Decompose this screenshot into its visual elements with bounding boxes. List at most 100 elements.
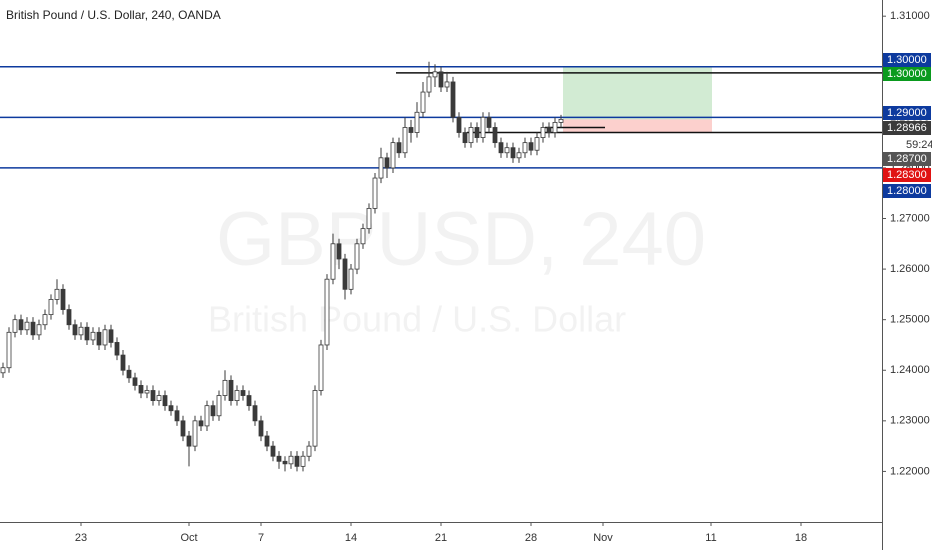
watermark: GBPUSD, 240 (216, 197, 706, 282)
candle-body (510, 147, 516, 159)
candle-body (84, 326, 90, 341)
hline-label-box (883, 106, 931, 120)
candle-body (504, 147, 510, 154)
target-zone (563, 66, 712, 120)
watermark-subtitle: British Pound / U.S. Dollar (208, 299, 626, 340)
candle-body (534, 137, 540, 151)
last-price-label-box (883, 121, 931, 135)
x-tick-label: 28 (525, 532, 537, 544)
candle-body (144, 390, 150, 394)
candle-body (246, 395, 252, 407)
x-tick-label: 11 (705, 532, 716, 544)
candle-body (516, 152, 522, 159)
target-label-box (883, 67, 931, 81)
candle-body (498, 142, 504, 154)
candle-body (522, 142, 528, 154)
candle-body (138, 385, 144, 394)
candle-body (450, 81, 456, 118)
candle-body (120, 354, 126, 371)
candle-body (558, 118, 564, 123)
candle-body (96, 331, 102, 346)
trend-label-box (883, 152, 931, 166)
countdown-box (883, 138, 931, 152)
candle-body (258, 420, 264, 437)
candle-body (102, 329, 108, 346)
candle-body (216, 395, 222, 417)
candle-body (414, 111, 420, 133)
stop-label-box (883, 168, 931, 182)
candle-body (282, 460, 288, 465)
y-tick-label: 1.26000 (890, 263, 930, 275)
candle-body (72, 324, 78, 336)
candle-body (306, 445, 312, 457)
candle-body (426, 76, 432, 93)
candle-body (204, 405, 210, 427)
candle-body (36, 324, 42, 336)
hline-label: 1.29000 (887, 107, 927, 119)
candle-body (234, 390, 240, 402)
candle-body (360, 228, 366, 245)
candle-body (264, 435, 270, 447)
candle-body (174, 410, 180, 422)
chart-title: British Pound / U.S. Dollar, 240, OANDA (6, 8, 221, 22)
candle-body (6, 331, 12, 369)
candle-body (156, 395, 162, 402)
candle-body (552, 122, 558, 133)
candle-body (312, 390, 318, 447)
trend-label: 1.28700 (887, 153, 927, 165)
candle-body (468, 127, 474, 144)
candle-body (378, 157, 384, 179)
candle-body (486, 116, 492, 128)
candle-body (480, 116, 486, 138)
countdown: 59:24 (906, 139, 932, 151)
candle-body (438, 71, 444, 88)
candle-body (126, 369, 132, 379)
x-tick-label: 21 (435, 532, 447, 544)
candle-body (528, 142, 534, 151)
candle-body (420, 91, 426, 113)
candle-body (180, 420, 186, 437)
candle-body (474, 127, 480, 138)
candle-body (18, 319, 24, 331)
candle-body (276, 455, 282, 462)
candle-body (132, 377, 138, 386)
y-tick-label: 1.25000 (890, 314, 930, 326)
candle-body (390, 142, 396, 169)
last-price-label: 1.28966 (887, 122, 927, 134)
candle-body (198, 420, 204, 427)
candle-body (42, 314, 48, 326)
x-tick-label: 18 (795, 532, 807, 544)
y-tick-label: 1.31000 (890, 10, 930, 22)
candle-body (372, 177, 378, 209)
candle-body (60, 288, 66, 310)
candle-body (342, 258, 348, 290)
candle-body (462, 132, 468, 144)
candle-body (432, 71, 438, 78)
x-tick-label: 14 (345, 532, 357, 544)
candle-body (336, 243, 342, 260)
candle-body (30, 321, 36, 336)
candle-body (366, 207, 372, 230)
target-label: 1.30000 (887, 68, 927, 80)
hline-label: 1.28000 (887, 185, 927, 197)
candle-body (402, 127, 408, 154)
y-tick-label: 1.24000 (890, 364, 930, 376)
candle-body (240, 390, 246, 396)
candle-body (114, 342, 120, 356)
candle-body (210, 405, 216, 417)
candle-body (12, 319, 18, 333)
candle-body (270, 445, 276, 457)
candle-body (324, 278, 330, 346)
hline-label: 1.30000 (887, 54, 927, 66)
y-tick-label: 1.22000 (890, 465, 930, 477)
candle-body (294, 455, 300, 467)
candle-body (150, 390, 156, 402)
candle-body (384, 157, 390, 169)
candle-body (78, 326, 84, 336)
candle-body (444, 81, 450, 88)
candle-body (330, 243, 336, 280)
candle-body (354, 243, 360, 270)
candle-body (186, 435, 192, 447)
